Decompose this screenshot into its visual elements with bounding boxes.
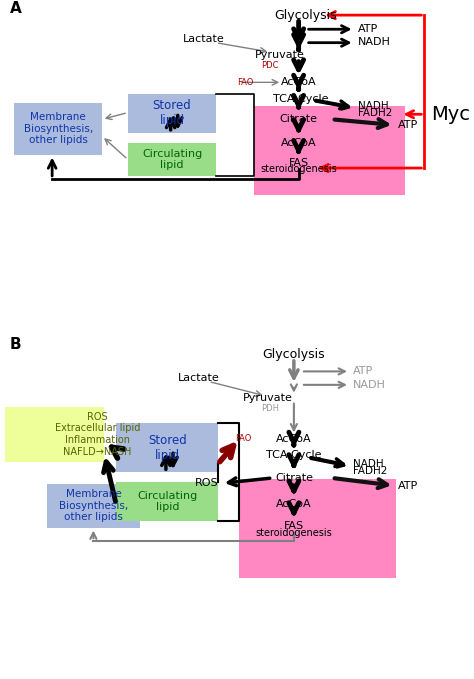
Text: AcCoA: AcCoA bbox=[281, 138, 317, 148]
Text: NADH: NADH bbox=[353, 460, 384, 469]
Text: Circulating
lipid: Circulating lipid bbox=[137, 491, 198, 512]
Text: NADH: NADH bbox=[358, 101, 389, 111]
Text: ATP: ATP bbox=[398, 120, 419, 130]
Text: Lactate: Lactate bbox=[178, 373, 220, 383]
FancyBboxPatch shape bbox=[14, 103, 102, 155]
Text: FADH2: FADH2 bbox=[358, 107, 392, 117]
Text: Glycolysis: Glycolysis bbox=[274, 9, 337, 22]
Text: AcCoA: AcCoA bbox=[281, 77, 317, 88]
Text: PDH: PDH bbox=[261, 404, 279, 413]
Text: AcCoA: AcCoA bbox=[276, 499, 312, 509]
Text: steroidogenesis: steroidogenesis bbox=[255, 528, 332, 538]
Text: FAS: FAS bbox=[284, 521, 304, 531]
Text: Membrane
Biosynthesis,
other lipids: Membrane Biosynthesis, other lipids bbox=[59, 490, 128, 522]
Text: Membrane
Biosynthesis,
other lipids: Membrane Biosynthesis, other lipids bbox=[24, 112, 93, 145]
Text: Glycolysis: Glycolysis bbox=[263, 348, 325, 361]
Text: TCA Cycle: TCA Cycle bbox=[273, 94, 329, 104]
Text: Pyruvate: Pyruvate bbox=[243, 393, 293, 403]
Text: steroidogenesis: steroidogenesis bbox=[260, 164, 337, 174]
FancyBboxPatch shape bbox=[116, 482, 218, 521]
FancyBboxPatch shape bbox=[5, 407, 104, 462]
Text: FAO: FAO bbox=[237, 78, 254, 87]
Text: Stored
lipid: Stored lipid bbox=[148, 434, 187, 462]
FancyBboxPatch shape bbox=[47, 484, 140, 528]
Text: ATP: ATP bbox=[353, 367, 374, 376]
Text: AcCoA: AcCoA bbox=[276, 434, 312, 443]
Text: Stored
lipid: Stored lipid bbox=[153, 99, 191, 127]
FancyBboxPatch shape bbox=[116, 424, 218, 472]
Text: NADH: NADH bbox=[353, 380, 386, 390]
Text: TCA Cycle: TCA Cycle bbox=[266, 450, 322, 460]
Text: Citrate: Citrate bbox=[280, 114, 318, 124]
Text: Circulating
lipid: Circulating lipid bbox=[142, 149, 202, 170]
FancyBboxPatch shape bbox=[128, 94, 216, 133]
FancyBboxPatch shape bbox=[128, 143, 216, 177]
Text: ATP: ATP bbox=[398, 481, 419, 491]
Text: NADH: NADH bbox=[358, 37, 391, 47]
Text: ATP: ATP bbox=[358, 24, 378, 33]
Text: FAS: FAS bbox=[289, 158, 309, 168]
Text: ROS: ROS bbox=[194, 478, 218, 488]
Text: B: B bbox=[9, 337, 21, 352]
Text: ROS
Extracellular lipid
Inflammation
NAFLD→NASH: ROS Extracellular lipid Inflammation NAF… bbox=[55, 412, 140, 457]
Text: PDC: PDC bbox=[261, 61, 278, 70]
FancyBboxPatch shape bbox=[239, 479, 396, 578]
FancyBboxPatch shape bbox=[254, 106, 405, 195]
Text: Citrate: Citrate bbox=[275, 473, 313, 483]
Text: Myc: Myc bbox=[431, 105, 470, 124]
Text: FADH2: FADH2 bbox=[353, 466, 388, 476]
Text: A: A bbox=[9, 1, 21, 16]
Text: FAO: FAO bbox=[235, 434, 251, 443]
Text: Pyruvate: Pyruvate bbox=[255, 50, 305, 60]
Text: Lactate: Lactate bbox=[183, 34, 225, 43]
